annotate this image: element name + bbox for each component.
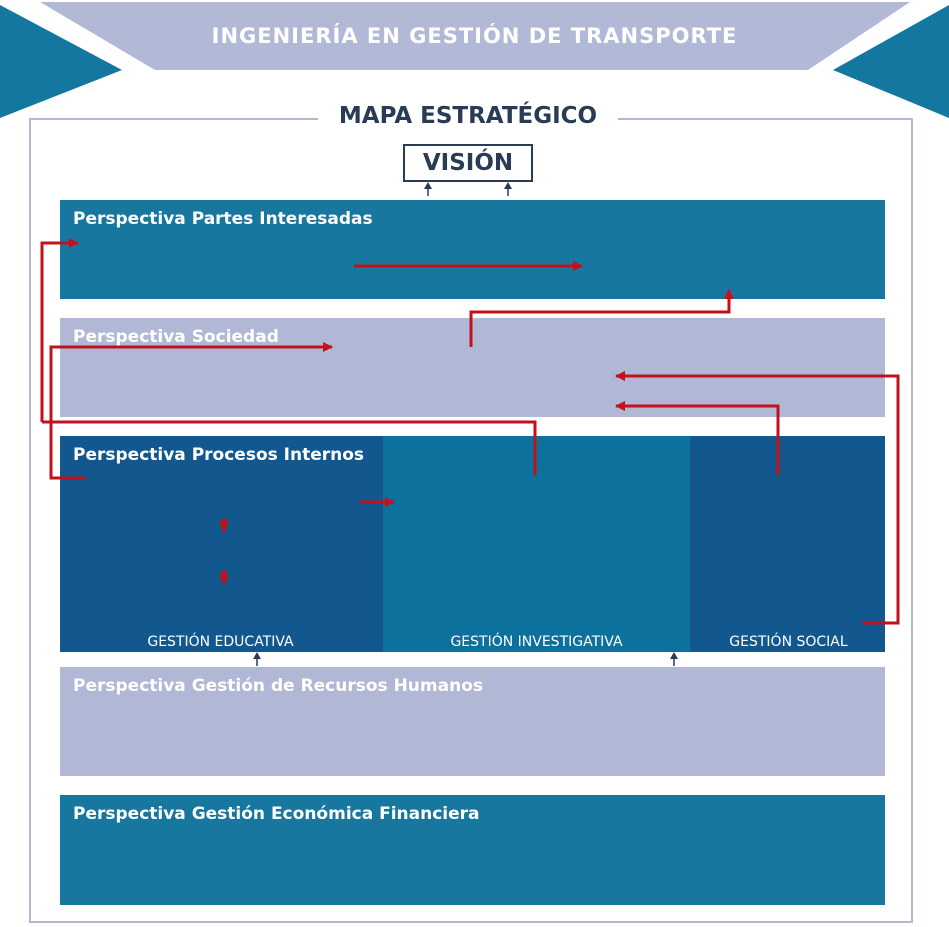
band-stakeholders: Perspectiva Partes Interesadas [60, 200, 885, 299]
process-educational-label: GESTIÓN EDUCATIVA [147, 634, 294, 650]
banner-corner-left [0, 5, 122, 118]
process-social: GESTIÓN SOCIAL [692, 436, 885, 652]
band-internal-label: Perspectiva Procesos Internos [73, 445, 365, 465]
map-title: MAPA ESTRATÉGICO [318, 100, 618, 132]
process-research-label: GESTIÓN INVESTIGATIVA [450, 634, 623, 650]
header-banner [0, 2, 949, 118]
band-human-resources-label: Perspectiva Gestión de Recursos Humanos [73, 676, 484, 696]
band-human-resources: Perspectiva Gestión de Recursos Humanos [60, 667, 885, 776]
vision-box: VISIÓN [403, 144, 533, 182]
band-stakeholders-label: Perspectiva Partes Interesadas [73, 209, 373, 229]
band-finance: Perspectiva Gestión Económica Financiera [60, 795, 885, 905]
banner-band [40, 2, 910, 70]
process-educational: GESTIÓN EDUCATIVA [60, 436, 381, 652]
header-title: INGENIERÍA EN GESTIÓN DE TRANSPORTE [211, 24, 738, 48]
vision-label: VISIÓN [422, 150, 514, 176]
band-finance-label: Perspectiva Gestión Económica Financiera [73, 804, 480, 824]
band-society-label: Perspectiva Sociedad [73, 327, 279, 347]
process-social-label: GESTIÓN SOCIAL [729, 634, 848, 650]
banner-corner-right [833, 5, 949, 118]
band-society: Perspectiva Sociedad [60, 318, 885, 417]
process-research: GESTIÓN INVESTIGATIVA [383, 436, 690, 652]
